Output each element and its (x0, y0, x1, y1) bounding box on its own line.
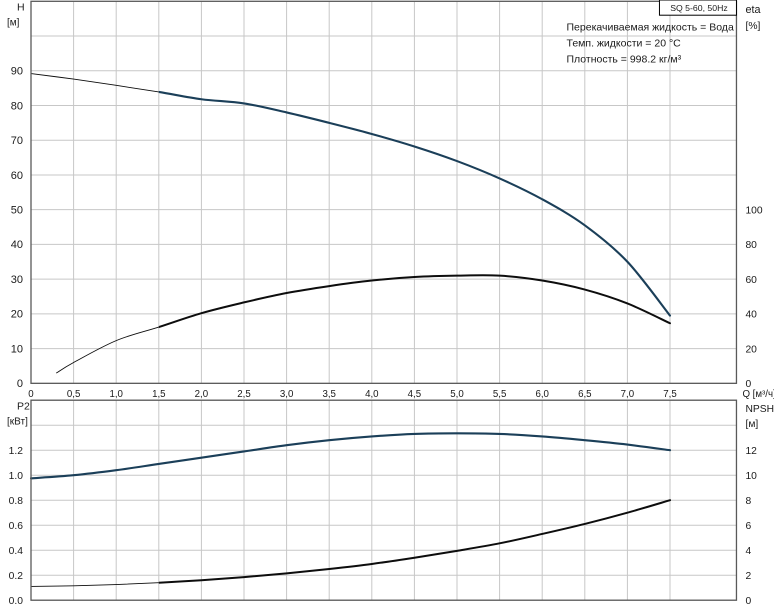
svg-text:0.0: 0.0 (9, 596, 24, 607)
svg-text:1,5: 1,5 (152, 389, 165, 400)
svg-text:5,5: 5,5 (493, 389, 506, 400)
svg-text:1.2: 1.2 (9, 446, 24, 457)
svg-text:0: 0 (28, 389, 34, 400)
svg-text:12: 12 (745, 446, 757, 457)
svg-text:[кВт]: [кВт] (7, 417, 28, 428)
svg-text:6,0: 6,0 (535, 389, 549, 400)
svg-text:2,0: 2,0 (195, 389, 209, 400)
svg-text:2,5: 2,5 (237, 389, 250, 400)
svg-text:7,0: 7,0 (621, 389, 635, 400)
svg-text:80: 80 (11, 100, 23, 112)
svg-text:10: 10 (11, 343, 23, 355)
svg-text:70: 70 (11, 135, 23, 147)
svg-text:4,5: 4,5 (408, 389, 421, 400)
svg-text:60: 60 (745, 275, 757, 286)
svg-text:40: 40 (11, 239, 23, 251)
svg-text:90: 90 (11, 66, 23, 78)
svg-text:7,5: 7,5 (663, 389, 676, 400)
svg-text:100: 100 (745, 205, 762, 216)
svg-text:3,0: 3,0 (280, 389, 294, 400)
svg-text:20: 20 (11, 309, 23, 321)
svg-text:50: 50 (11, 204, 23, 216)
svg-text:NPSH: NPSH (745, 404, 774, 415)
svg-text:0.4: 0.4 (9, 546, 24, 557)
svg-text:8: 8 (745, 496, 751, 507)
svg-text:6,5: 6,5 (578, 389, 591, 400)
svg-text:Плотность = 998.2 кг/м³: Плотность = 998.2 кг/м³ (567, 53, 682, 65)
svg-text:Q [м³/ч]: Q [м³/ч] (742, 389, 774, 400)
svg-text:SQ 5-60, 50Hz: SQ 5-60, 50Hz (670, 3, 727, 13)
svg-text:0,5: 0,5 (67, 389, 80, 400)
svg-text:1,0: 1,0 (109, 389, 123, 400)
svg-text:6: 6 (745, 521, 751, 532)
svg-text:[м]: [м] (745, 419, 758, 430)
svg-text:0.2: 0.2 (9, 571, 24, 582)
svg-text:Темп. жидкости = 20 °C: Темп. жидкости = 20 °C (567, 38, 682, 50)
svg-text:4,0: 4,0 (365, 389, 379, 400)
svg-text:Перекачиваемая жидкость = Вода: Перекачиваемая жидкость = Вода (567, 22, 734, 34)
svg-text:0.8: 0.8 (9, 496, 24, 507)
svg-text:0: 0 (17, 378, 23, 390)
svg-text:3,5: 3,5 (322, 389, 335, 400)
svg-text:[м]: [м] (7, 18, 20, 29)
svg-text:80: 80 (745, 240, 757, 251)
svg-text:1.0: 1.0 (9, 471, 24, 482)
svg-text:H: H (17, 2, 25, 14)
svg-text:10: 10 (745, 471, 757, 482)
svg-text:[%]: [%] (745, 21, 760, 32)
svg-text:2: 2 (745, 571, 751, 582)
svg-text:P2: P2 (17, 401, 30, 413)
svg-text:60: 60 (11, 170, 23, 182)
svg-text:0: 0 (745, 596, 751, 607)
svg-text:20: 20 (745, 344, 757, 355)
svg-text:4: 4 (745, 546, 751, 557)
svg-text:0.6: 0.6 (9, 521, 24, 532)
svg-text:0: 0 (745, 379, 751, 390)
svg-text:eta: eta (745, 4, 760, 16)
svg-text:5,0: 5,0 (450, 389, 464, 400)
svg-text:40: 40 (745, 310, 757, 321)
svg-text:30: 30 (11, 274, 23, 286)
